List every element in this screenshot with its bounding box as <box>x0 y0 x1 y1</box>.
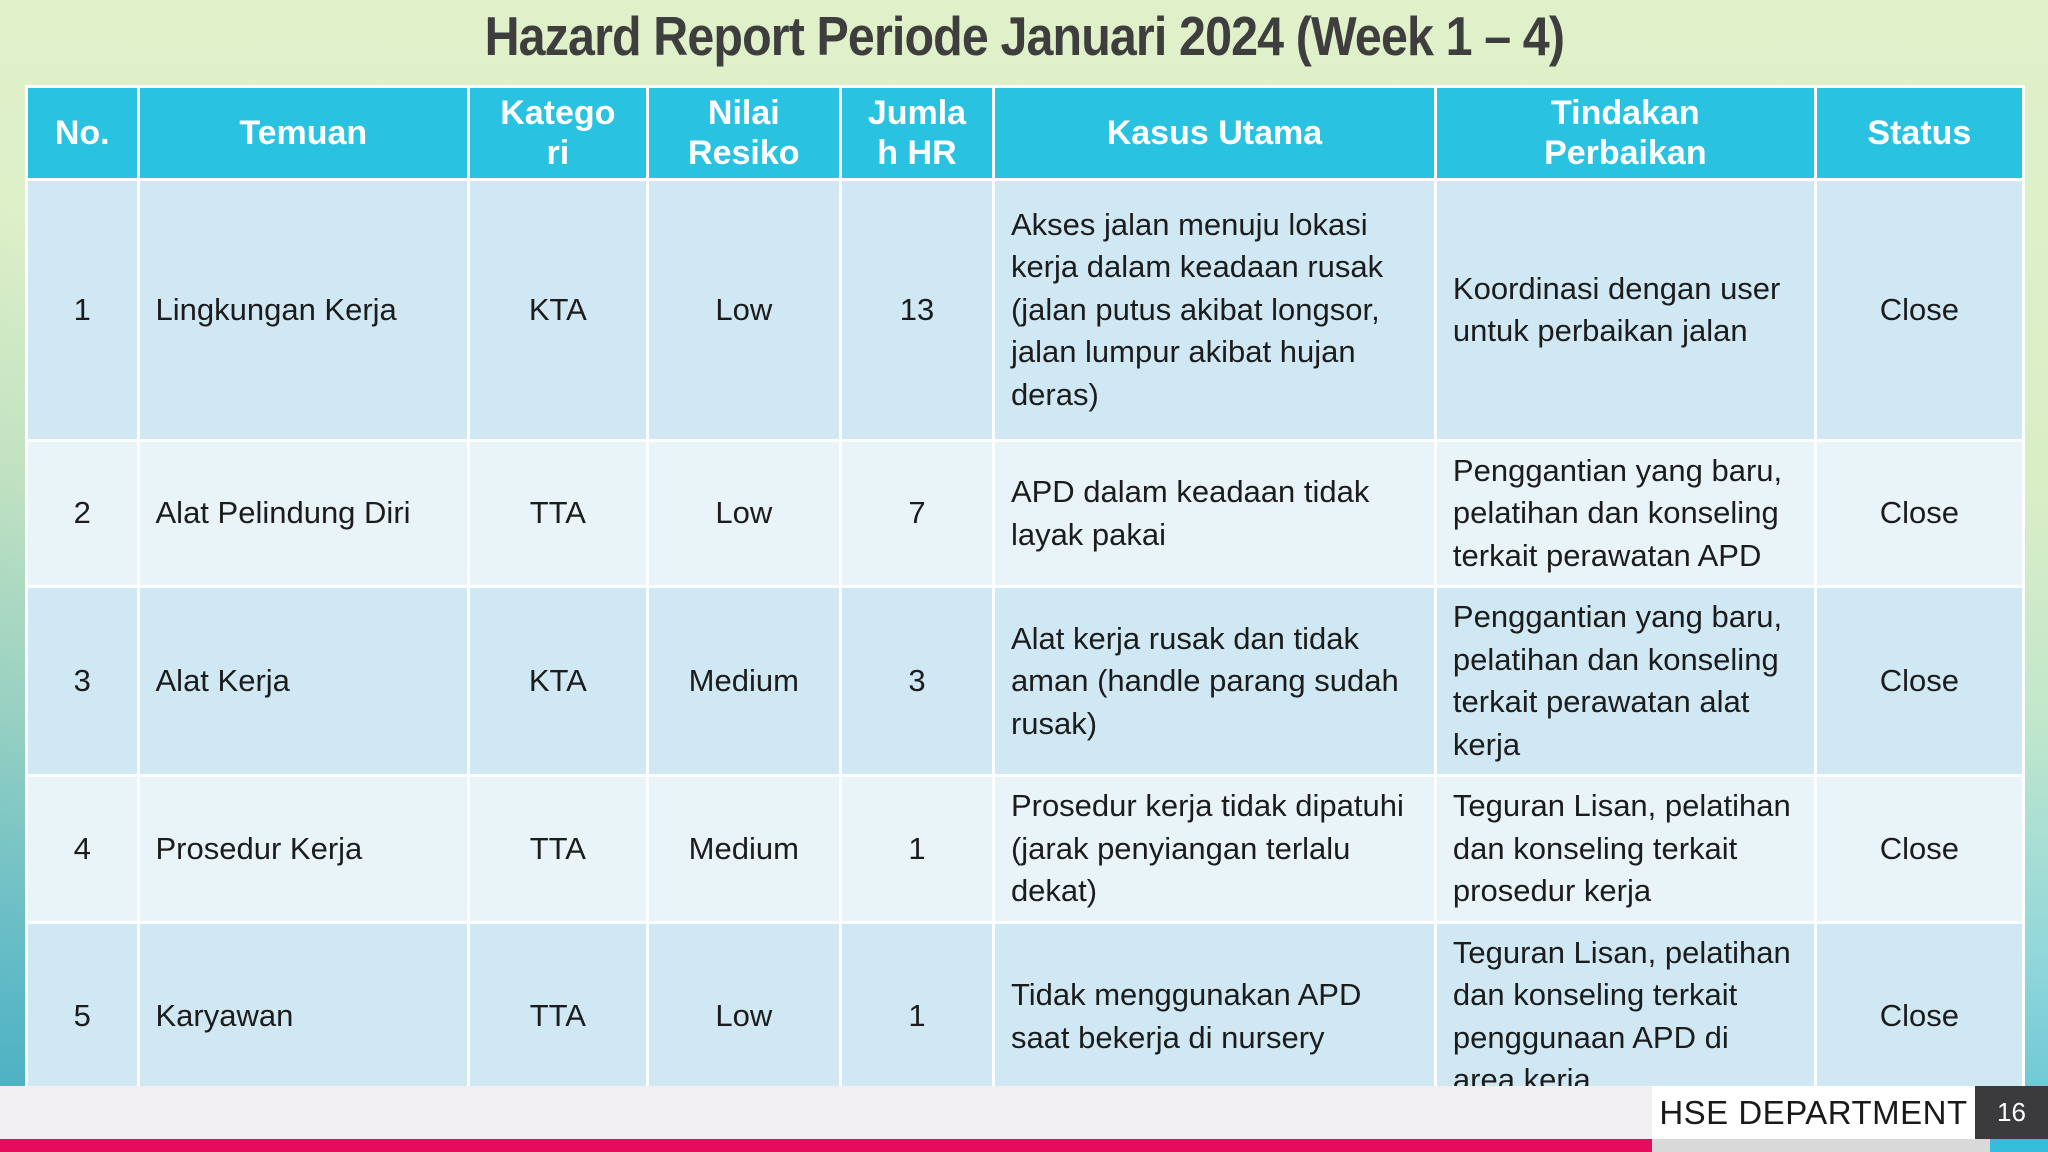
table-row: 1 Lingkungan Kerja KTA Low 13 Akses jala… <box>28 181 2022 439</box>
cell-temuan: Prosedur Kerja <box>139 777 468 921</box>
cell-kasus-utama: Alat kerja rusak dan tidak aman (handle … <box>994 588 1434 775</box>
page-title-wrap: Hazard Report Periode Januari 2024 (Week… <box>0 4 2048 68</box>
cell-tindakan-perbaikan: Koordinasi dengan user untuk perbaikan j… <box>1436 181 1814 439</box>
cell-kategori: TTA <box>470 442 646 586</box>
cell-status: Close <box>1816 181 2022 439</box>
cell-nilai-resiko: Low <box>648 181 839 439</box>
cell-temuan: Lingkungan Kerja <box>139 181 468 439</box>
col-header-nilai-resiko: Nilai Resiko <box>648 88 839 178</box>
cell-nilai-resiko: Low <box>648 442 839 586</box>
col-header-kasus-utama: Kasus Utama <box>994 88 1434 178</box>
cell-temuan: Karyawan <box>139 923 468 1110</box>
bottom-accent-bar <box>0 1139 2048 1152</box>
cell-kasus-utama: Tidak menggunakan APD saat bekerja di nu… <box>994 923 1434 1110</box>
cell-jumlah-hr: 7 <box>842 442 992 586</box>
cell-kasus-utama: Prosedur kerja tidak dipatuhi (jarak pen… <box>994 777 1434 921</box>
cell-status: Close <box>1816 923 2022 1110</box>
cell-no: 1 <box>28 181 137 439</box>
cell-no: 2 <box>28 442 137 586</box>
cell-tindakan-perbaikan: Teguran Lisan, pelatihan dan konseling t… <box>1436 777 1814 921</box>
page-title: Hazard Report Periode Januari 2024 (Week… <box>484 5 1564 67</box>
cell-nilai-resiko: Medium <box>648 588 839 775</box>
page-number-badge: 16 <box>1975 1086 2048 1139</box>
table-row: 2 Alat Pelindung Diri TTA Low 7 APD dala… <box>28 442 2022 586</box>
cell-tindakan-perbaikan: Teguran Lisan, pelatihan dan konseling t… <box>1436 923 1814 1110</box>
accent-bar-magenta <box>0 1139 1652 1152</box>
hazard-report-table: No. Temuan Kategori Nilai Resiko Jumlah … <box>25 85 2025 1113</box>
cell-no: 4 <box>28 777 137 921</box>
cell-status: Close <box>1816 588 2022 775</box>
cell-nilai-resiko: Medium <box>648 777 839 921</box>
cell-kategori: TTA <box>470 777 646 921</box>
cell-jumlah-hr: 1 <box>842 777 992 921</box>
col-header-jumlah-hr: Jumlah HR <box>842 88 992 178</box>
cell-temuan: Alat Kerja <box>139 588 468 775</box>
cell-tindakan-perbaikan: Penggantian yang baru, pelatihan dan kon… <box>1436 442 1814 586</box>
col-header-kategori: Kategori <box>470 88 646 178</box>
cell-kategori: KTA <box>470 588 646 775</box>
cell-kasus-utama: APD dalam keadaan tidak layak pakai <box>994 442 1434 586</box>
col-header-tindakan-perbaikan: Tindakan Perbaikan <box>1436 88 1814 178</box>
cell-temuan: Alat Pelindung Diri <box>139 442 468 586</box>
cell-tindakan-perbaikan: Penggantian yang baru, pelatihan dan kon… <box>1436 588 1814 775</box>
cell-kategori: KTA <box>470 181 646 439</box>
cell-no: 3 <box>28 588 137 775</box>
cell-no: 5 <box>28 923 137 1110</box>
col-header-status: Status <box>1816 88 2022 178</box>
cell-nilai-resiko: Low <box>648 923 839 1110</box>
cell-jumlah-hr: 3 <box>842 588 992 775</box>
table-header-row: No. Temuan Kategori Nilai Resiko Jumlah … <box>28 88 2022 178</box>
cell-jumlah-hr: 13 <box>842 181 992 439</box>
col-header-no: No. <box>28 88 137 178</box>
cell-kasus-utama: Akses jalan menuju lokasi kerja dalam ke… <box>994 181 1434 439</box>
col-header-temuan: Temuan <box>139 88 468 178</box>
table-row: 4 Prosedur Kerja TTA Medium 1 Prosedur k… <box>28 777 2022 921</box>
accent-bar-cyan <box>1990 1139 2048 1152</box>
table-row: 5 Karyawan TTA Low 1 Tidak menggunakan A… <box>28 923 2022 1110</box>
cell-kategori: TTA <box>470 923 646 1110</box>
cell-status: Close <box>1816 777 2022 921</box>
accent-bar-gray <box>1652 1139 1990 1152</box>
table-row: 3 Alat Kerja KTA Medium 3 Alat kerja rus… <box>28 588 2022 775</box>
cell-jumlah-hr: 1 <box>842 923 992 1110</box>
cell-status: Close <box>1816 442 2022 586</box>
footer-department-label: HSE DEPARTMENT <box>1652 1086 1975 1139</box>
